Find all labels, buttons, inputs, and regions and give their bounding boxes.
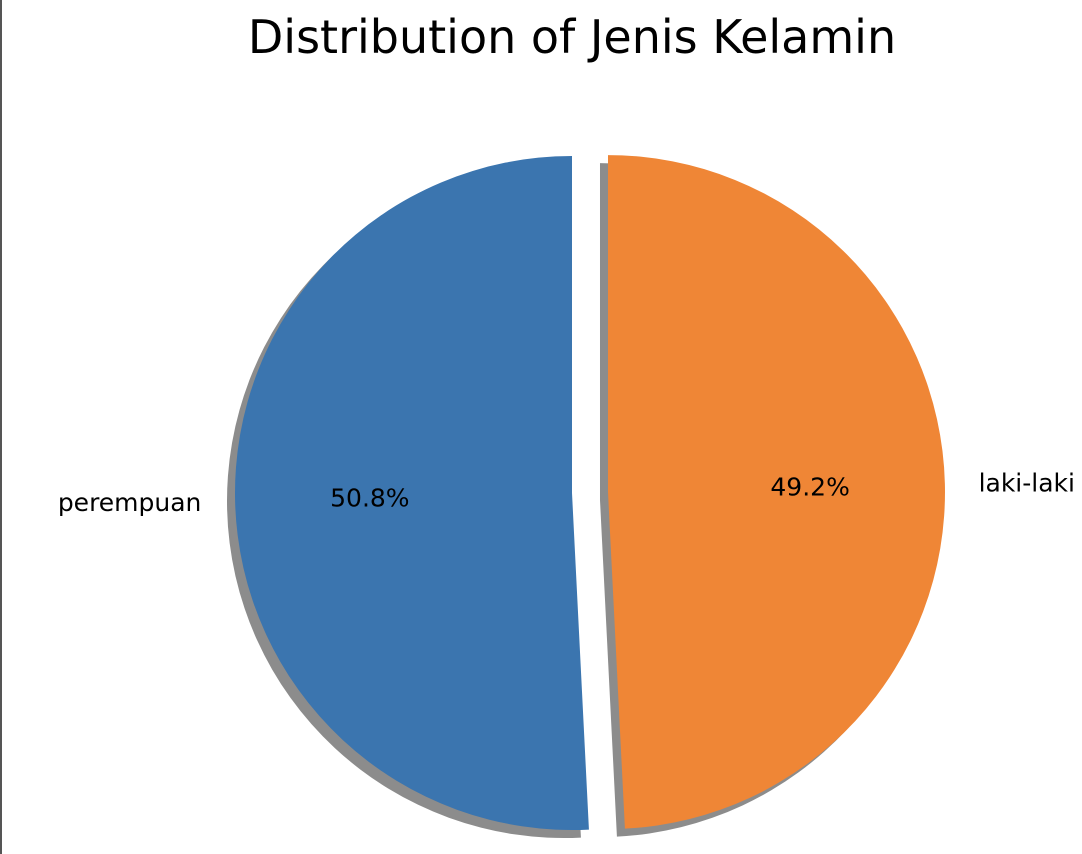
pie-slice-laki-laki [607, 155, 945, 829]
pie-slices [234, 155, 945, 830]
pie-slice-perempuan [234, 156, 589, 830]
pct-label-laki-laki: 49.2% [770, 473, 849, 502]
pie-labels: 50.8% perempuan 49.2% laki-laki [58, 468, 1075, 517]
pct-label-perempuan: 50.8% [330, 484, 409, 513]
category-label-laki-laki: laki-laki [979, 468, 1075, 497]
chart-title: Distribution of Jenis Kelamin [248, 10, 896, 64]
category-label-perempuan: perempuan [58, 488, 202, 517]
